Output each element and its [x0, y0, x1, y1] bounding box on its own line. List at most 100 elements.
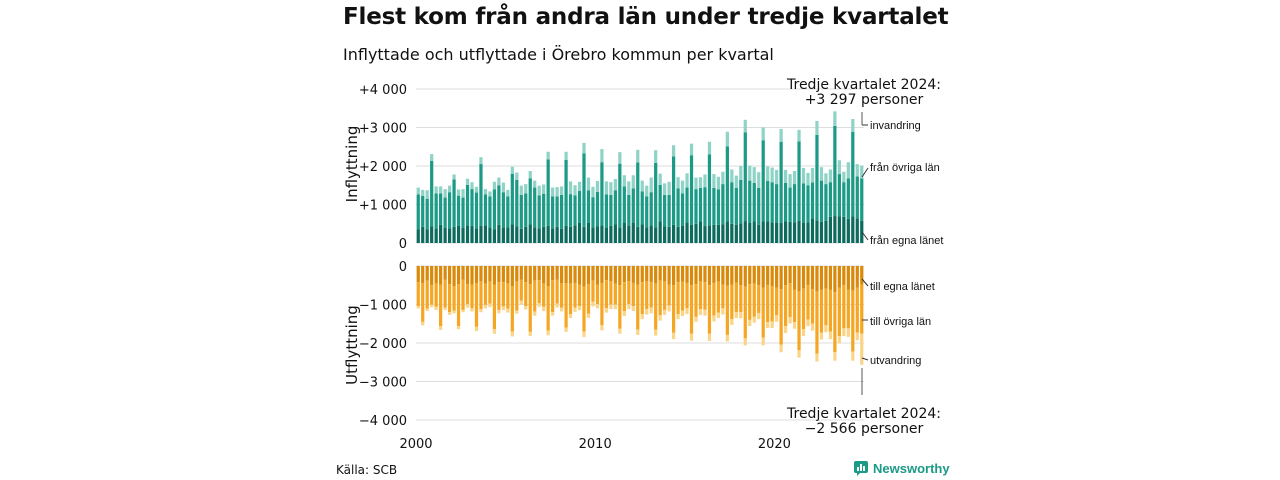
bar-utflyttning-ovriga — [564, 283, 568, 328]
bar-utflyttning-utvandring — [685, 308, 689, 315]
bar-inflyttning-ovriga — [416, 194, 420, 230]
bar-utflyttning-egna — [783, 266, 788, 286]
bar-utflyttning-egna — [792, 266, 797, 290]
y-axis-label-inflyttning: Inflyttning — [343, 126, 361, 203]
bar-utflyttning-egna — [613, 266, 617, 284]
bar-utflyttning-ovriga — [734, 282, 738, 313]
bar-utflyttning-ovriga — [685, 282, 689, 309]
bar-inflyttning-invandring — [743, 119, 747, 133]
bar-utflyttning-ovriga — [721, 284, 725, 309]
bar-inflyttning-invandring — [595, 181, 600, 192]
bar-inflyttning-egna — [434, 228, 438, 243]
bar-inflyttning-ovriga — [775, 184, 779, 223]
bar-inflyttning-egna — [707, 225, 712, 243]
bar-utflyttning-egna — [609, 266, 613, 282]
bar-utflyttning-egna — [443, 266, 447, 280]
bar-utflyttning-egna — [846, 266, 850, 290]
bar-inflyttning-ovriga — [559, 194, 564, 229]
bar-inflyttning-invandring — [425, 190, 429, 199]
bar-utflyttning-utvandring — [815, 353, 819, 362]
bar-inflyttning-invandring — [645, 185, 649, 197]
bar-inflyttning-egna — [551, 228, 555, 243]
bar-utflyttning-ovriga — [645, 281, 649, 310]
bar-utflyttning-utvandring — [483, 304, 488, 309]
bar-utflyttning-egna — [618, 266, 622, 286]
bar-utflyttning-egna — [497, 266, 501, 283]
label-invandring: invandring — [870, 120, 921, 132]
bar-inflyttning-ovriga — [609, 194, 613, 226]
bar-utflyttning-egna — [537, 266, 541, 281]
bar-utflyttning-utvandring — [851, 351, 855, 361]
bar-utflyttning-utvandring — [559, 307, 564, 312]
bar-inflyttning-ovriga — [636, 162, 640, 227]
bar-utflyttning-ovriga — [676, 282, 680, 315]
bar-utflyttning-utvandring — [846, 328, 850, 337]
bar-inflyttning-egna — [757, 224, 761, 243]
bar-utflyttning-ovriga — [752, 283, 756, 317]
bar-inflyttning-invandring — [492, 181, 497, 190]
bar-utflyttning-ovriga — [510, 286, 514, 332]
bar-inflyttning-ovriga — [425, 198, 429, 230]
bar-inflyttning-invandring — [452, 174, 456, 180]
bar-utflyttning-egna — [748, 266, 752, 285]
bar-utflyttning-ovriga — [792, 289, 797, 323]
bar-inflyttning-egna — [689, 224, 694, 243]
bar-inflyttning-ovriga — [770, 182, 774, 223]
bar-inflyttning-ovriga — [761, 140, 765, 222]
bar-inflyttning-egna — [676, 226, 680, 243]
bar-inflyttning-invandring — [757, 172, 761, 188]
bar-utflyttning-egna — [824, 266, 828, 289]
bar-utflyttning-ovriga — [716, 281, 721, 313]
bar-utflyttning-egna — [716, 266, 721, 282]
label-fran-egna-lanet: från egna länet — [870, 235, 943, 247]
bar-utflyttning-egna — [627, 266, 631, 282]
bar-inflyttning-invandring — [833, 111, 837, 126]
bar-utflyttning-ovriga — [667, 284, 671, 306]
bar-inflyttning-egna — [528, 224, 532, 243]
bar-inflyttning-invandring — [416, 187, 420, 195]
bar-inflyttning-invandring — [752, 167, 756, 183]
bar-utflyttning-ovriga — [519, 279, 523, 301]
bar-utflyttning-utvandring — [533, 311, 537, 316]
bar-utflyttning-egna — [788, 266, 792, 284]
label-till-egna-lanet: till egna länet — [870, 281, 935, 293]
bar-utflyttning-egna — [439, 266, 443, 285]
bar-utflyttning-utvandring — [421, 321, 425, 326]
bar-inflyttning-ovriga — [855, 176, 859, 219]
bar-utflyttning-utvandring — [766, 322, 770, 328]
bar-inflyttning-ovriga — [447, 192, 452, 229]
bar-utflyttning-utvandring — [595, 304, 600, 309]
bar-utflyttning-egna — [582, 266, 586, 287]
bar-inflyttning-invandring — [586, 177, 591, 191]
bar-inflyttning-egna — [748, 222, 752, 243]
bar-utflyttning-utvandring — [524, 306, 528, 310]
bar-utflyttning-utvandring — [842, 328, 846, 337]
bar-inflyttning-invandring — [564, 151, 568, 160]
bar-utflyttning-egna — [703, 266, 707, 283]
bar-inflyttning-egna — [775, 222, 779, 243]
bar-inflyttning-ovriga — [443, 197, 447, 228]
bar-inflyttning-egna — [721, 224, 725, 243]
y-tick-label-top: +1 000 — [359, 199, 407, 214]
bar-inflyttning-ovriga — [555, 196, 559, 227]
bar-inflyttning-egna — [510, 224, 514, 243]
bar-utflyttning-ovriga — [506, 283, 510, 309]
bar-inflyttning-invandring — [801, 167, 806, 184]
bar-inflyttning-egna — [658, 221, 662, 243]
bar-inflyttning-invandring — [739, 166, 743, 180]
bar-inflyttning-invandring — [654, 150, 658, 163]
label-till-ovriga-lan: till övriga län — [870, 316, 931, 328]
bar-inflyttning-invandring — [568, 181, 573, 195]
bar-utflyttning-utvandring — [860, 333, 864, 365]
bar-utflyttning-ovriga — [801, 288, 806, 330]
bar-inflyttning-egna — [833, 216, 837, 243]
bar-utflyttning-ovriga — [501, 282, 505, 307]
bar-inflyttning-egna — [842, 216, 846, 243]
bar-utflyttning-egna — [430, 266, 434, 286]
bar-inflyttning-egna — [801, 222, 806, 243]
bar-inflyttning-ovriga — [725, 146, 729, 222]
bar-utflyttning-utvandring — [604, 307, 609, 313]
bar-utflyttning-ovriga — [618, 285, 622, 329]
bar-inflyttning-invandring — [855, 164, 859, 177]
bar-utflyttning-utvandring — [824, 325, 828, 333]
